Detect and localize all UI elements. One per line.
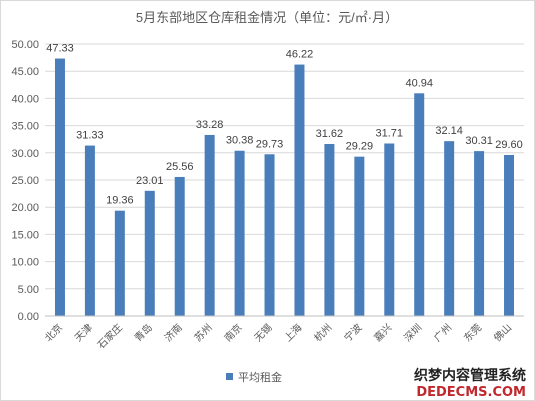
data-label: 31.71 xyxy=(376,127,404,139)
bar xyxy=(264,154,275,316)
x-tick-label: 嘉兴 xyxy=(371,321,394,344)
data-label: 31.33 xyxy=(76,130,104,142)
bar xyxy=(114,210,125,316)
legend-label: 平均租金 xyxy=(238,370,282,384)
y-tick-label: 40.00 xyxy=(11,93,39,105)
data-label: 46.22 xyxy=(286,49,314,61)
x-tick-label: 上海 xyxy=(281,321,304,344)
data-label: 23.01 xyxy=(136,175,164,187)
data-label: 47.33 xyxy=(46,43,74,55)
legend-swatch xyxy=(226,373,233,380)
y-axis: 0.00 5.00 10.00 15.00 20.00 25.00 30.00 35.00 40… xyxy=(11,39,39,323)
bar xyxy=(294,64,305,316)
data-label: 29.29 xyxy=(346,141,374,153)
y-tick-label: 45.00 xyxy=(11,66,39,78)
x-tick-label: 宁波 xyxy=(341,321,364,344)
bar xyxy=(504,154,515,316)
watermark-line2: DEDECMS.COM xyxy=(416,385,526,400)
data-label: 25.56 xyxy=(166,161,194,173)
x-tick-label: 东莞 xyxy=(461,321,484,344)
bar xyxy=(144,190,155,316)
x-tick-label: 青岛 xyxy=(132,321,155,344)
data-label: 30.31 xyxy=(465,135,493,147)
bar xyxy=(324,143,335,316)
x-tick-label: 石家庄 xyxy=(95,321,125,351)
y-tick-label: 35.00 xyxy=(11,121,39,133)
watermark: 织梦内容管理系统 DEDECMS.COM xyxy=(414,367,526,400)
bar xyxy=(354,156,365,316)
y-tick-label: 50.00 xyxy=(11,39,39,51)
bar xyxy=(444,141,455,316)
bar xyxy=(474,151,485,316)
chart-title: 5月东部地区仓库租金情况（单位：元/㎡·月） xyxy=(136,10,398,25)
data-label: 31.62 xyxy=(316,128,344,140)
data-label: 40.94 xyxy=(405,77,433,89)
x-tick-label: 济南 xyxy=(162,321,185,344)
x-tick-label: 天津 xyxy=(72,322,95,345)
y-tick-label: 20.00 xyxy=(11,202,39,214)
y-tick-label: 25.00 xyxy=(11,175,39,187)
bar xyxy=(204,134,215,316)
x-tick-label: 广州 xyxy=(432,322,455,345)
y-tick-label: 0.00 xyxy=(18,311,39,323)
x-tick-label: 南京 xyxy=(221,321,244,344)
data-label: 30.38 xyxy=(226,135,254,147)
y-tick-label: 30.00 xyxy=(11,148,39,160)
data-label: 29.60 xyxy=(495,139,523,151)
x-axis: 北京 天津 石家庄 青岛 济南 苏州 南京 无锡 上海 杭州 宁波 嘉兴 深圳 广州 东莞 佛山 xyxy=(42,315,524,351)
x-tick-label: 北京 xyxy=(42,321,65,344)
data-label: 33.28 xyxy=(196,119,224,131)
y-tick-label: 15.00 xyxy=(11,229,39,241)
x-tick-label: 苏州 xyxy=(191,321,214,344)
x-tick-label: 杭州 xyxy=(311,321,334,344)
y-tick-label: 5.00 xyxy=(18,284,39,296)
legend: 平均租金 xyxy=(226,370,282,384)
bar xyxy=(384,143,395,316)
bar xyxy=(234,150,245,316)
y-tick-label: 10.00 xyxy=(11,257,39,269)
bar xyxy=(54,58,65,316)
data-label: 32.14 xyxy=(435,125,463,137)
bar xyxy=(84,145,95,316)
x-tick-label: 无锡 xyxy=(251,321,274,344)
data-label: 19.36 xyxy=(106,195,134,207)
x-tick-label: 佛山 xyxy=(491,321,514,344)
watermark-line1: 织梦内容管理系统 xyxy=(414,367,526,384)
x-tick-label: 深圳 xyxy=(402,322,425,345)
bar xyxy=(174,176,185,316)
bar xyxy=(414,93,425,316)
data-label: 29.73 xyxy=(256,138,284,150)
